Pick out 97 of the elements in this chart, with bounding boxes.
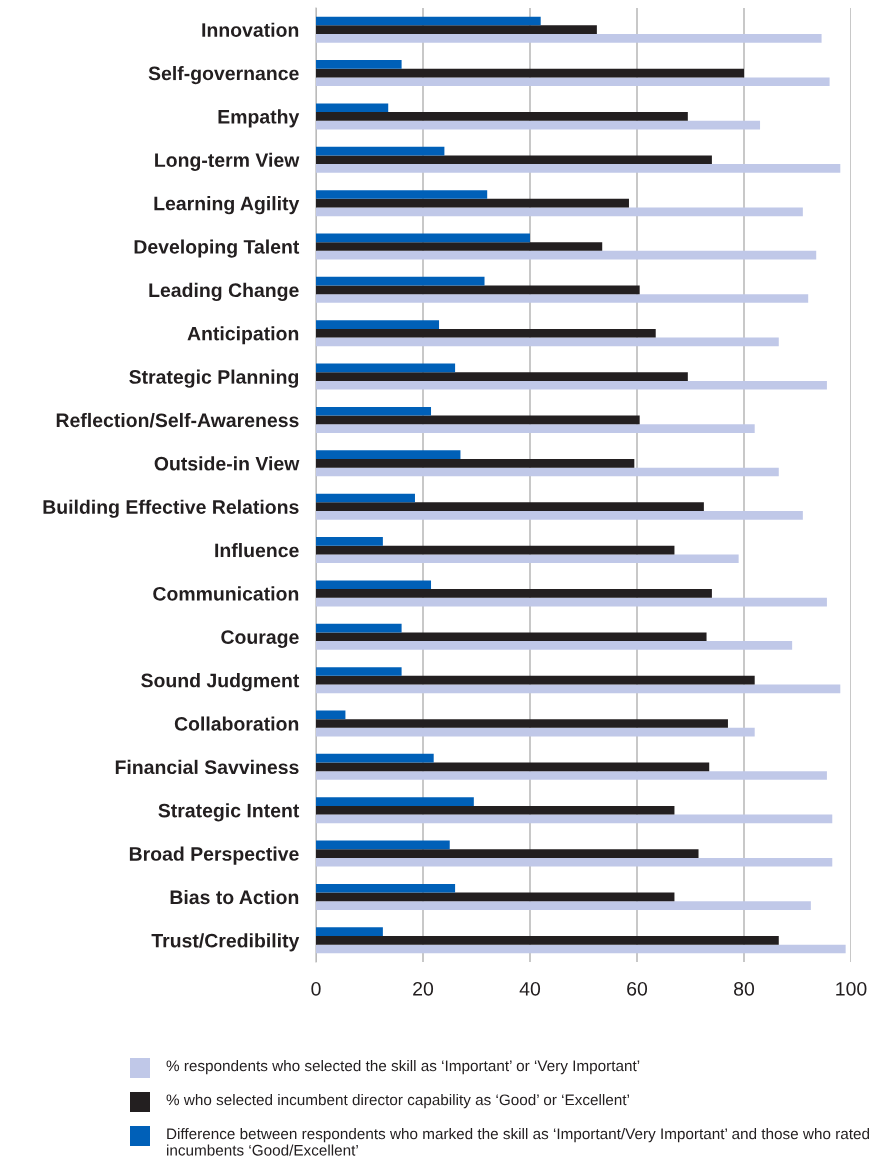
bar [316, 840, 450, 850]
bar [316, 103, 389, 113]
bar [316, 762, 710, 772]
bar [316, 857, 833, 867]
bar [316, 849, 699, 858]
y-tick-label: Empathy [218, 109, 300, 128]
y-tick-label: Anticipation [187, 326, 299, 345]
bar [316, 250, 817, 260]
bar [316, 805, 675, 815]
bar [316, 450, 461, 459]
legend-label: Difference between respondents who marked the skill as ‘Important/Very Important’ and those who rated incumbents ‘Good/Excellent’ [167, 1128, 870, 1156]
bar [316, 424, 755, 433]
bar [316, 34, 822, 43]
y-tick-label: Sound Judgment [141, 673, 300, 692]
y-tick-label: Strategic Intent [158, 803, 300, 822]
bar [316, 771, 827, 780]
bar [316, 797, 474, 806]
bar [316, 511, 803, 520]
legend-label: % who selected incumbent director capability as ‘Good’ or ‘Excellent’ [166, 1094, 629, 1109]
bar [316, 207, 803, 217]
bar [316, 337, 779, 347]
y-tick-label: Bias to Action [170, 889, 299, 905]
bar [316, 294, 809, 303]
bar [316, 667, 402, 676]
bar [316, 415, 640, 425]
bar [316, 883, 456, 893]
bar [316, 276, 485, 286]
legend-label: % respondents who selected the skill as ‘Important’ or ‘Very Important’ [166, 1060, 640, 1075]
y-tick-label: Learning Agility [154, 196, 300, 215]
bar [316, 493, 415, 503]
y-tick-label: Outside-in View [154, 456, 300, 471]
bar [316, 233, 530, 243]
bar [316, 68, 744, 78]
bar [316, 684, 841, 694]
y-tick-label: Financial Savviness [115, 759, 299, 775]
y-tick-label: Communication [153, 586, 299, 601]
y-tick-label: Influence [215, 543, 299, 558]
bar [316, 554, 739, 564]
bar [316, 632, 707, 642]
bar [316, 77, 830, 87]
y-tick-label: Long-term View [155, 152, 300, 171]
bar [316, 675, 755, 685]
y-tick-label: Courage [221, 630, 299, 648]
bar [316, 623, 402, 633]
bar [316, 198, 629, 208]
bar [316, 155, 712, 165]
y-tick-label: Collaboration [174, 716, 299, 731]
bar [316, 710, 346, 720]
bar [316, 641, 793, 650]
x-tick-label: 60 [627, 981, 648, 996]
y-tick-label: Reflection/Self-Awareness [56, 412, 299, 428]
y-tick-label: Innovation [202, 22, 299, 37]
bar [316, 25, 597, 35]
bar [316, 814, 833, 824]
x-tick-label: 40 [519, 981, 541, 996]
bar [316, 545, 675, 555]
bar [316, 146, 445, 156]
bar [316, 719, 728, 728]
bar [316, 112, 688, 121]
y-tick-label: Trust/Credibility [151, 933, 300, 952]
bar [316, 372, 688, 381]
bar [316, 892, 675, 902]
bar [316, 406, 432, 416]
bar [316, 458, 635, 468]
bar [316, 467, 779, 477]
bar [316, 935, 779, 945]
bar [316, 537, 383, 546]
bar [316, 944, 846, 954]
bar [316, 60, 402, 69]
bar [316, 190, 488, 199]
x-tick-label: 80 [734, 981, 755, 996]
bar [316, 363, 456, 373]
bar [316, 16, 541, 26]
y-tick-label: Self-governance [148, 66, 299, 85]
y-tick-label: Building Effective Relations [43, 499, 299, 518]
bar [316, 320, 440, 329]
bar [316, 242, 603, 251]
bar [316, 901, 811, 910]
y-tick-label: Leading Change [149, 282, 299, 302]
x-tick-label: 100 [836, 981, 867, 996]
y-tick-label: Broad Perspective [129, 846, 299, 865]
bar [316, 164, 841, 173]
bar [316, 597, 827, 607]
bar [316, 727, 755, 737]
x-tick-label: 0 [311, 981, 321, 996]
bar [316, 380, 827, 390]
bar [316, 328, 656, 338]
bar [316, 502, 704, 512]
bar [316, 927, 383, 936]
bar [316, 285, 640, 295]
bar [316, 580, 432, 590]
bar [316, 120, 761, 130]
x-tick-label: 20 [413, 981, 434, 996]
bar [316, 589, 712, 598]
y-tick-label: Developing Talent [134, 239, 300, 258]
y-tick-label: Strategic Planning [129, 369, 299, 388]
bar [316, 753, 434, 763]
